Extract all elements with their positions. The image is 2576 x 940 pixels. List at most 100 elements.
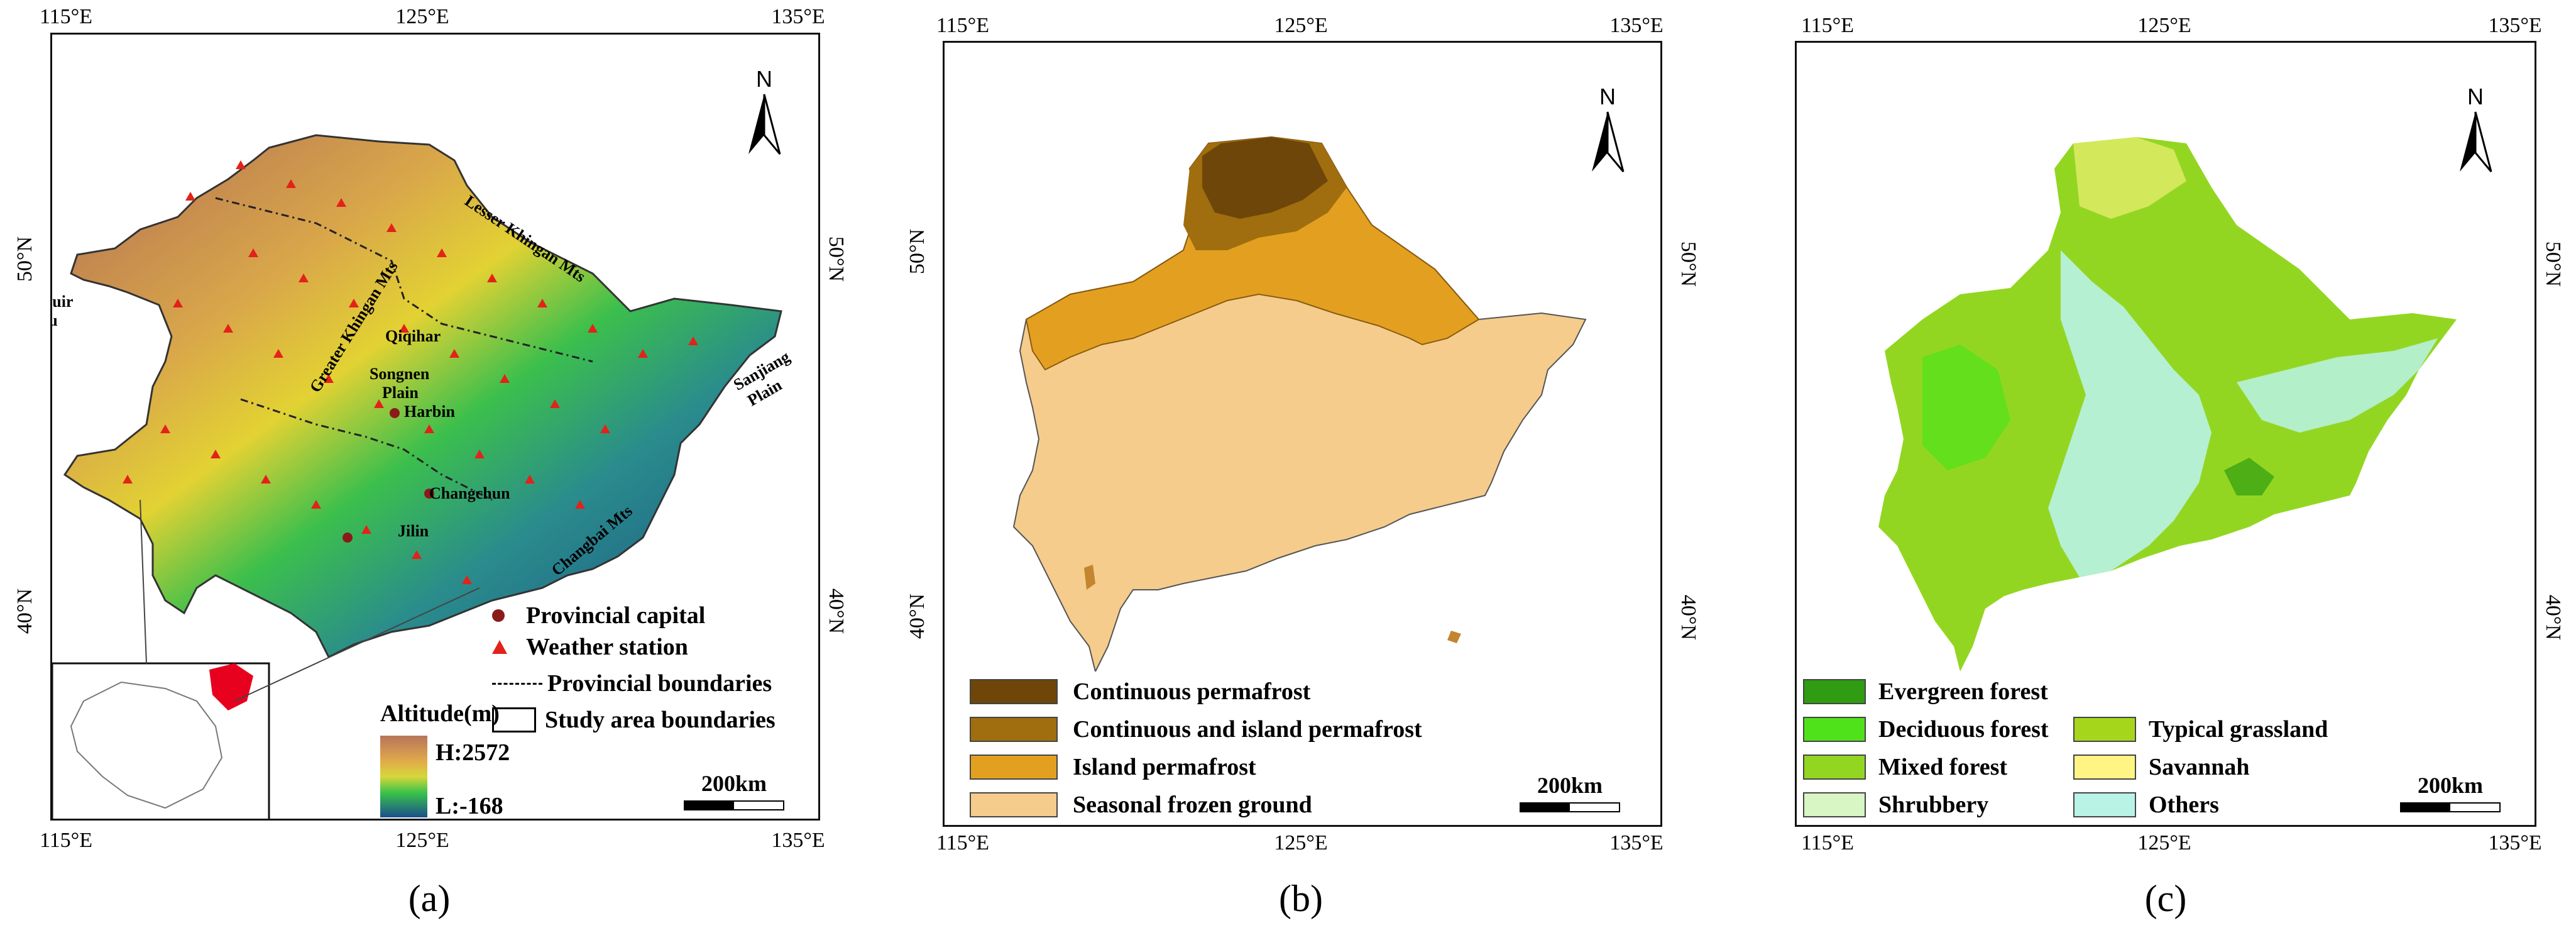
tick-lat-50-right: 50°N — [825, 236, 848, 282]
label-harbin: Harbin — [404, 402, 455, 421]
label-plateau: Plateau — [52, 311, 58, 330]
provincial-capitals — [343, 408, 434, 543]
label-hulunbuir: Hulunbuir — [52, 292, 74, 311]
tick-lon-135-bottom: 135°E — [2488, 831, 2542, 854]
caption-b: (b) — [1279, 878, 1323, 919]
legend-item-grassland: Typical grassland — [2073, 716, 2328, 743]
swatch-deciduous — [1803, 717, 1866, 742]
savannah-region — [2073, 137, 2186, 219]
altitude-map — [52, 134, 782, 819]
legend-study-area: Study area boundaries — [492, 706, 776, 734]
tick-lon-135-top: 135°E — [771, 5, 825, 28]
legend-item-continuous: Continuous permafrost — [970, 678, 1310, 705]
tick-lat-40-right: 40°N — [2541, 594, 2565, 641]
vegetation-map — [1878, 137, 2457, 672]
tick-lon-125-top: 125°E — [395, 5, 449, 28]
small-permafrost-patch-2 — [1447, 631, 1461, 643]
swatch-shrubbery — [1803, 792, 1866, 817]
north-arrow-icon — [1592, 111, 1625, 172]
capital-dot-icon — [492, 609, 505, 622]
tick-lat-50-left: 50°N — [13, 236, 36, 282]
tick-lon-135-top: 135°E — [1609, 14, 1663, 37]
evergreen-spots — [2224, 458, 2274, 495]
legend-provincial-capital: Provincial capital — [492, 602, 705, 629]
tick-lon-135-bottom: 135°E — [771, 829, 825, 852]
altitude-low-label: L:-168 — [436, 793, 503, 819]
swatch-savannah — [2073, 755, 2136, 780]
caption-c: (c) — [2144, 878, 2187, 919]
continuous-permafrost — [1202, 137, 1328, 219]
tick-lat-40-right: 40°N — [825, 588, 848, 634]
scale-bar-graphic — [684, 800, 784, 810]
legend-item-shrubbery: Shrubbery — [1803, 791, 1988, 819]
altitude-color-bar — [380, 736, 427, 817]
provincial-boundary-line-2 — [240, 398, 493, 501]
study-area-box-icon — [492, 707, 536, 733]
others-east — [2237, 338, 2438, 433]
small-permafrost-patch — [1084, 565, 1095, 590]
panel-a: 115°E 125°E 135°E 115°E 125°E 135°E 50°N… — [0, 0, 858, 940]
label-songnen: Songnen — [370, 365, 430, 383]
panel-b: 115°E 125°E 135°E 115°E 125°E 135°E 50°N… — [858, 0, 1717, 940]
tick-lon-135-bottom: 135°E — [1609, 831, 1663, 854]
legend-item-savannah: Savannah — [2073, 753, 2250, 781]
provincial-boundary-line — [215, 197, 593, 363]
tick-lon-125-bottom: 125°E — [395, 829, 449, 852]
scale-bar-graphic — [2400, 802, 2501, 812]
tick-lat-50-right: 50°N — [2541, 241, 2565, 287]
legend-item-others: Others — [2073, 791, 2219, 819]
tick-lon-115-bottom: 115°E — [936, 831, 990, 854]
swatch-grassland — [2073, 717, 2136, 742]
north-arrow-icon — [2460, 111, 2492, 172]
north-arrow-a: N — [742, 66, 786, 160]
map-frame-c: N Evergreen forest Deciduous forest Mixe… — [1795, 41, 2536, 827]
north-arrow-c: N — [2453, 84, 2497, 178]
map-frame-a: Hulunbuir Plateau Greater Khingan Mts Le… — [50, 33, 820, 821]
others-region — [2048, 250, 2212, 577]
legend-item-continuous-island: Continuous and island permafrost — [970, 716, 1422, 743]
study-area-shape — [63, 134, 782, 659]
boundary-line-icon — [492, 682, 542, 685]
legend-item-deciduous: Deciduous forest — [1803, 716, 2049, 743]
scale-bar-graphic — [1520, 802, 1620, 812]
inset-china-outline — [70, 681, 223, 809]
legend-item-evergreen: Evergreen forest — [1803, 678, 2048, 705]
label-qiqihar: Qiqihar — [385, 327, 441, 345]
tick-lon-125-bottom: 125°E — [1274, 831, 1328, 854]
altitude-title: Altitude(m) — [380, 700, 500, 727]
deciduous-region — [1922, 345, 2010, 470]
caption-a: (a) — [408, 878, 451, 919]
permafrost-legend: Continuous permafrost Continuous and isl… — [951, 672, 1428, 822]
tick-lon-115-top: 115°E — [1800, 14, 1855, 37]
tick-lon-125-top: 125°E — [1274, 14, 1328, 37]
north-arrow-b: N — [1586, 84, 1630, 178]
legend-item-seasonal: Seasonal frozen ground — [970, 791, 1312, 819]
altitude-high-label: H:2572 — [436, 739, 510, 766]
label-jilin: Jilin — [398, 522, 429, 540]
tick-lon-115-top: 115°E — [936, 14, 990, 37]
label-changchun: Changchun — [429, 484, 510, 502]
legend-provincial-boundaries: Provincial boundaries — [492, 670, 772, 697]
tick-lat-40-left: 40°N — [13, 588, 36, 634]
tick-lat-50-left: 50°N — [906, 228, 929, 275]
label-songnen-plain: Plain — [382, 384, 419, 402]
station-triangle-icon — [492, 640, 507, 654]
tick-lon-115-bottom: 115°E — [39, 829, 93, 852]
tick-lat-40-left: 40°N — [906, 593, 929, 639]
tick-lon-125-top: 125°E — [2137, 14, 2191, 37]
legend-item-island: Island permafrost — [970, 753, 1256, 781]
swatch-seasonal — [970, 792, 1058, 817]
vegetation-legend: Evergreen forest Deciduous forest Mixed … — [1803, 672, 2328, 822]
panel-c: 115°E 125°E 135°E 115°E 125°E 135°E 50°N… — [1717, 0, 2575, 940]
swatch-others — [2073, 792, 2136, 817]
north-arrow-icon — [748, 94, 781, 155]
legend-weather-station: Weather station — [492, 633, 688, 661]
legend-item-mixed: Mixed forest — [1803, 753, 2007, 781]
weather-stations — [123, 160, 698, 584]
tick-lat-40-right: 40°N — [1677, 594, 1700, 641]
swatch-continuous-island — [970, 717, 1058, 742]
tick-lon-115-top: 115°E — [39, 5, 93, 28]
swatch-continuous — [970, 679, 1058, 704]
swatch-island — [970, 755, 1058, 780]
tick-lon-115-bottom: 115°E — [1800, 831, 1855, 854]
